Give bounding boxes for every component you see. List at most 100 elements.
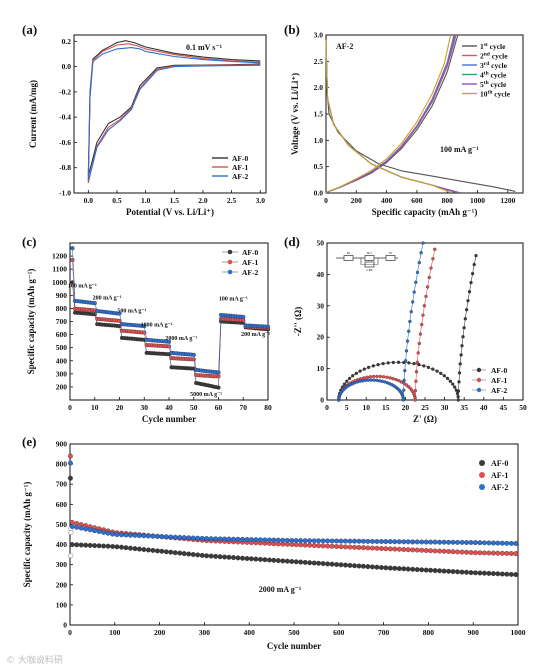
cycle-point (150, 533, 156, 539)
nyquist-point (388, 376, 392, 380)
y-tick-label: 1200 (52, 252, 67, 261)
cycle-point (508, 540, 514, 546)
current-density-annotation: 100 mA g⁻¹ (440, 145, 479, 154)
nyquist-point (419, 251, 423, 255)
nyquist-point (369, 378, 373, 382)
cycle-point (119, 532, 124, 538)
y-tick-label: 200 (56, 382, 68, 391)
cycle-point (244, 537, 250, 542)
nyquist-point (470, 271, 475, 276)
sample-label: AF-2 (336, 42, 353, 51)
y-tick-label: 1100 (52, 265, 67, 274)
cycle-point (105, 543, 111, 549)
cycle-point (105, 530, 111, 536)
nyquist-point (472, 262, 476, 267)
y-tick-label: -0.4 (59, 113, 71, 122)
y-tick-label: 0.2 (62, 37, 72, 46)
y-tick-label: 0.0 (62, 62, 72, 71)
rate-point (70, 257, 75, 263)
y-tick-label: 300 (56, 560, 68, 569)
cycle-point (495, 540, 501, 546)
cycle-point (289, 559, 295, 564)
y-tick-label: 30 (317, 301, 325, 310)
nyquist-point (407, 329, 411, 333)
legend-label-number: 1 (480, 42, 484, 51)
y-tick-label: 700 (56, 480, 68, 489)
cycle-point (320, 561, 326, 567)
cycle-point (204, 536, 210, 542)
cycle-point (410, 547, 416, 553)
cycle-point (181, 535, 187, 541)
circuit-label: W (389, 251, 393, 255)
legend-label: AF-1 (232, 163, 248, 172)
cycle-point (253, 537, 259, 543)
cycle-point (110, 544, 116, 549)
cycle-point (316, 560, 322, 566)
cycle-point (145, 533, 151, 539)
nyquist-point (469, 280, 473, 285)
cycle-point (244, 556, 250, 561)
x-tick-label: 20 (402, 403, 410, 412)
cycle-point (231, 536, 236, 542)
cycle-point (392, 565, 398, 571)
cycle-point (378, 565, 384, 570)
cycle-point (226, 536, 232, 542)
nyquist-point (457, 380, 461, 384)
cycle-point (513, 572, 519, 578)
y-tick-label: 20 (317, 333, 325, 342)
legend-label: 2nd cycle (480, 52, 508, 61)
y-tick-label: 1.0 (314, 136, 324, 145)
y-tick-label: 0.5 (314, 162, 324, 171)
cycle-point (396, 539, 402, 545)
y-tick-label: 0.0 (314, 189, 324, 198)
cycle-point (455, 549, 460, 555)
nyquist-point (417, 260, 421, 265)
x-tick-label: 200 (154, 628, 166, 637)
nyquist-point (427, 275, 431, 280)
legend-label: 4th cycle (480, 71, 507, 80)
rate-point (191, 352, 196, 357)
x-tick-label: 0.5 (112, 196, 122, 205)
cycle-point (437, 539, 443, 545)
rate-label: 100 mA g⁻¹ (219, 297, 248, 303)
nyquist-point (415, 360, 419, 364)
cycle-point (163, 549, 169, 555)
y-tick-label: -0.2 (59, 87, 71, 96)
rate-point (216, 374, 221, 379)
x-tick-label: 40 (480, 403, 488, 412)
y-tick-label: 1.5 (314, 110, 324, 119)
cycle-point (343, 562, 348, 568)
legend-label-tail: cycle (490, 52, 508, 61)
x-tick-label: 600 (333, 628, 345, 637)
cycle-point (513, 541, 519, 546)
x-tick-label: 5 (345, 403, 349, 412)
y-axis-label: Specific capacity (mAh g⁻¹) (26, 269, 36, 375)
x-tick-label: 100 (109, 628, 121, 637)
discharge-curve (325, 40, 456, 194)
nyquist-point (376, 362, 380, 367)
nyquist-point (391, 377, 395, 381)
cycle-point (69, 542, 75, 548)
legend-marker (227, 249, 233, 255)
nyquist-point (403, 359, 408, 363)
cycle-point (293, 542, 299, 548)
charge-curve (325, 34, 452, 194)
y-tick-label: 50 (317, 239, 325, 248)
cycle-point (486, 550, 492, 556)
cycle-point (329, 543, 335, 549)
rate-point (92, 301, 97, 306)
nyquist-point (451, 382, 455, 386)
cycle-point (410, 539, 416, 545)
cycle-point (455, 539, 460, 545)
rate-point (216, 370, 221, 375)
legend-marker (476, 387, 482, 393)
cycle-point (365, 545, 371, 551)
nyquist-point (459, 353, 463, 357)
legend-label: 1st cycle (480, 42, 506, 51)
cycle-point (293, 538, 299, 544)
cycle-point (441, 568, 447, 574)
nyquist-point (435, 369, 439, 373)
cycle-point (195, 552, 201, 558)
cycle-point (383, 565, 389, 571)
cycle-point (136, 546, 142, 552)
